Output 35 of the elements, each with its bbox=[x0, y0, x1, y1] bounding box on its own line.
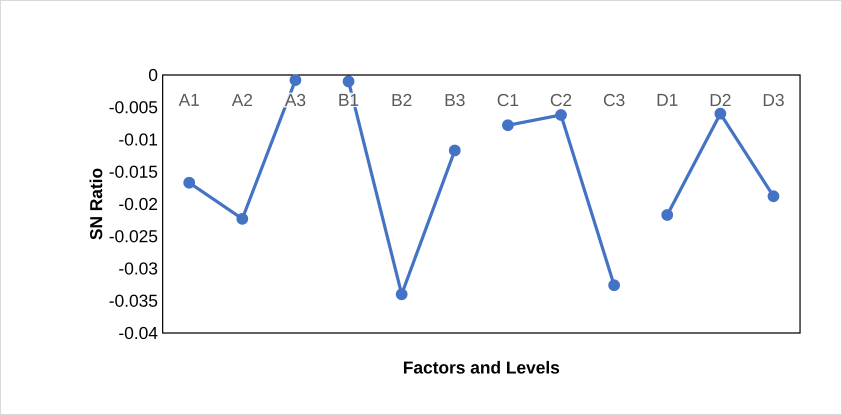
point bbox=[236, 212, 248, 225]
x-tick-label: D2 bbox=[710, 94, 731, 106]
x-tick-label: D3 bbox=[764, 94, 784, 106]
x-tick-label: A1 bbox=[178, 94, 199, 106]
y-tick-label: -0.01 bbox=[119, 133, 158, 146]
point bbox=[714, 108, 726, 120]
y-tick-label: -0.02 bbox=[119, 198, 158, 210]
point bbox=[290, 74, 302, 86]
point bbox=[183, 176, 196, 189]
x-tick-label: C1 bbox=[498, 94, 518, 106]
x-tick-label: C2 bbox=[550, 94, 572, 106]
point bbox=[661, 209, 674, 221]
point bbox=[768, 190, 780, 202]
x-tick-label: B3 bbox=[446, 94, 465, 106]
x-tick-label: C3 bbox=[604, 94, 624, 106]
point bbox=[555, 109, 567, 121]
x-tick-label: B2 bbox=[392, 94, 412, 106]
y-tick-label: -0.035 bbox=[110, 294, 158, 307]
x-tick-label: B1 bbox=[339, 94, 358, 106]
point bbox=[342, 76, 354, 88]
x-axis-title: Factors and Levels bbox=[404, 360, 560, 374]
point bbox=[502, 119, 514, 132]
point bbox=[608, 279, 620, 292]
point bbox=[396, 288, 408, 300]
point bbox=[448, 144, 461, 156]
y-tick-label: -0.015 bbox=[110, 166, 158, 178]
y-axis-title: SN Ratio bbox=[90, 168, 102, 240]
x-tick-label: A2 bbox=[232, 94, 252, 106]
y-tick-label: -0.04 bbox=[119, 326, 158, 340]
y-tick-label: -0.005 bbox=[110, 101, 158, 114]
y-tick-label: 0 bbox=[148, 68, 158, 82]
x-tick-label: A3 bbox=[284, 94, 306, 106]
y-tick-label: -0.025 bbox=[110, 230, 158, 242]
y-tick-label: -0.03 bbox=[119, 262, 158, 275]
x-tick-label: D1 bbox=[658, 94, 678, 106]
